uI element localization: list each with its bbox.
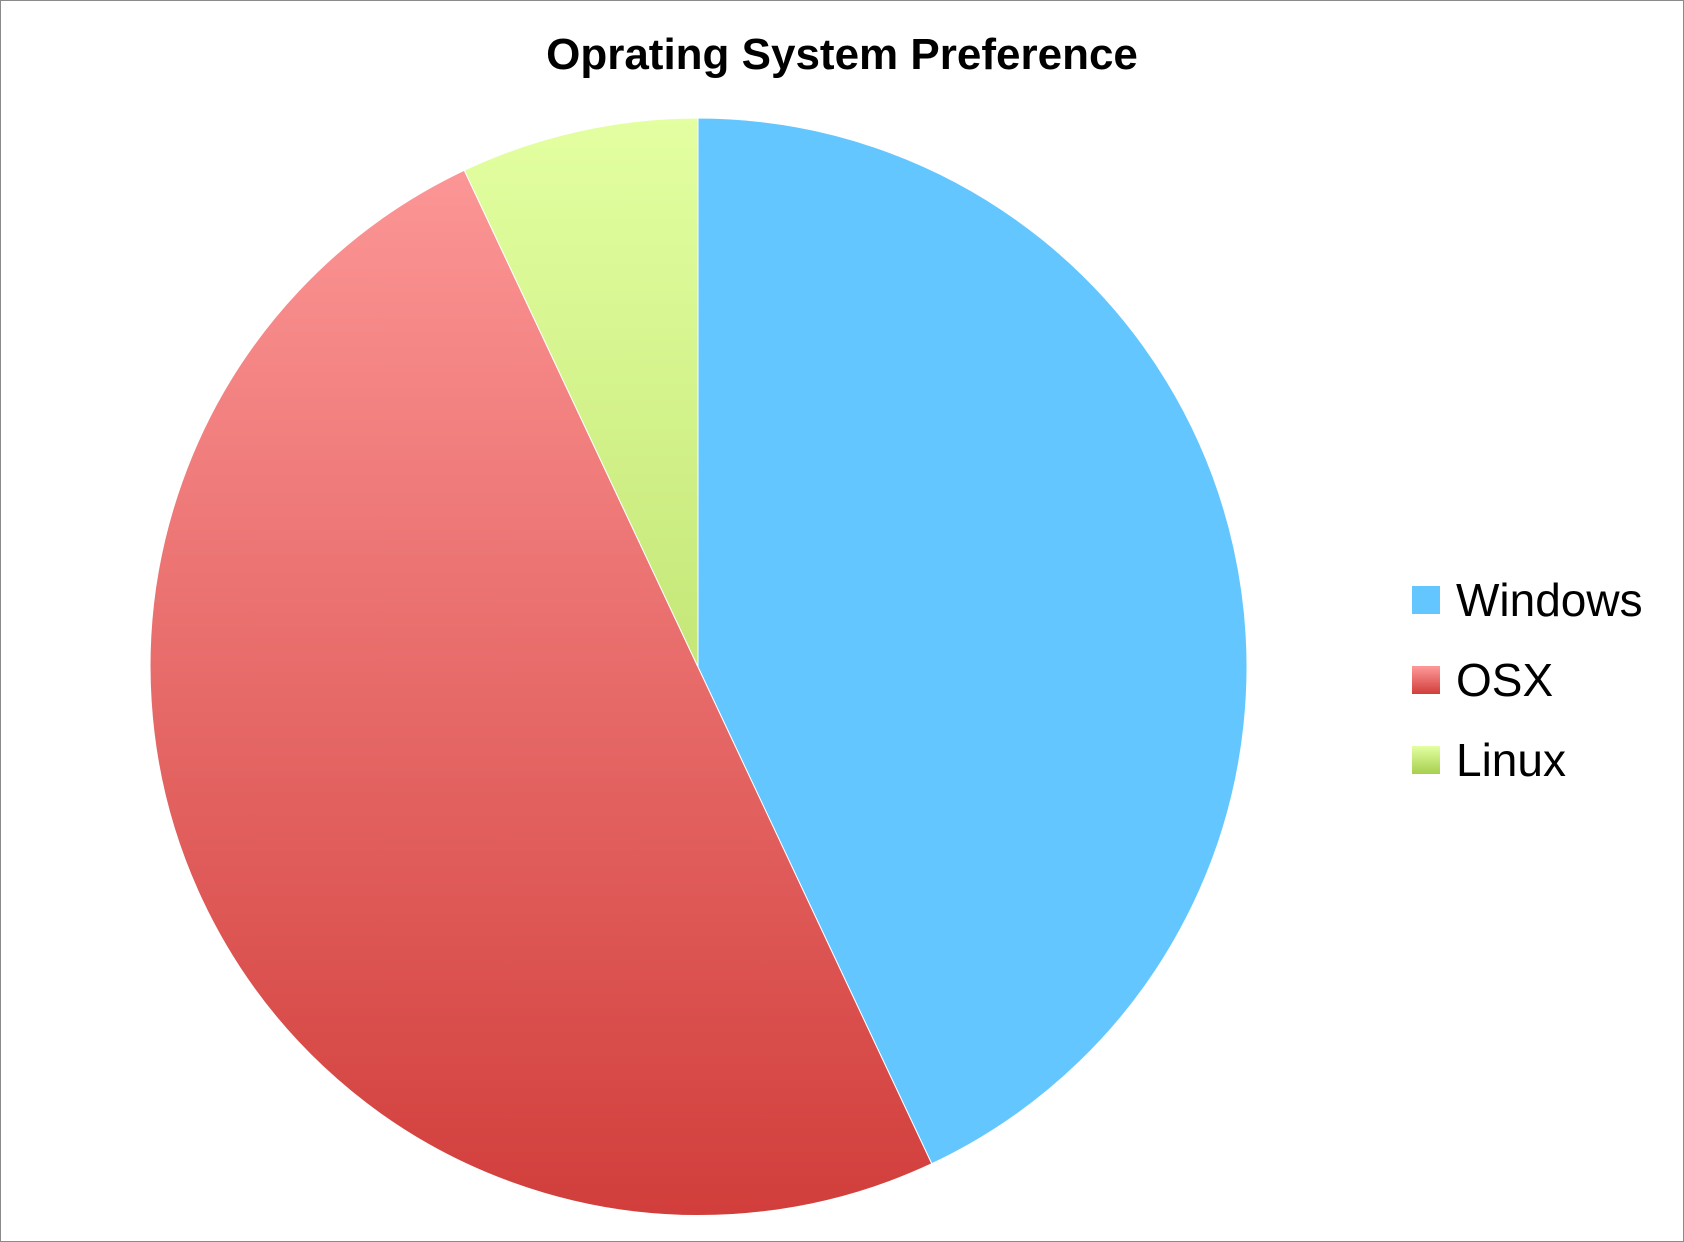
legend-item-osx: OSX: [1412, 640, 1643, 720]
legend-swatch-windows: [1412, 586, 1440, 614]
legend-swatch-osx: [1412, 666, 1440, 694]
chart-title: Oprating System Preference: [546, 30, 1138, 79]
pie-slice-windows: [697, 117, 1248, 1165]
legend-label-linux: Linux: [1456, 734, 1566, 786]
pie-slice-osx: [149, 169, 933, 1216]
legend-item-windows: Windows: [1412, 560, 1643, 640]
legend-label-windows: Windows: [1456, 574, 1643, 626]
legend-swatch-linux: [1412, 746, 1440, 774]
pie-slices: [149, 117, 1248, 1216]
legend-item-linux: Linux: [1412, 720, 1643, 800]
legend: Windows OSX Linux: [1412, 560, 1643, 800]
legend-label-osx: OSX: [1456, 654, 1554, 706]
pie-slice-linux: [463, 117, 699, 668]
